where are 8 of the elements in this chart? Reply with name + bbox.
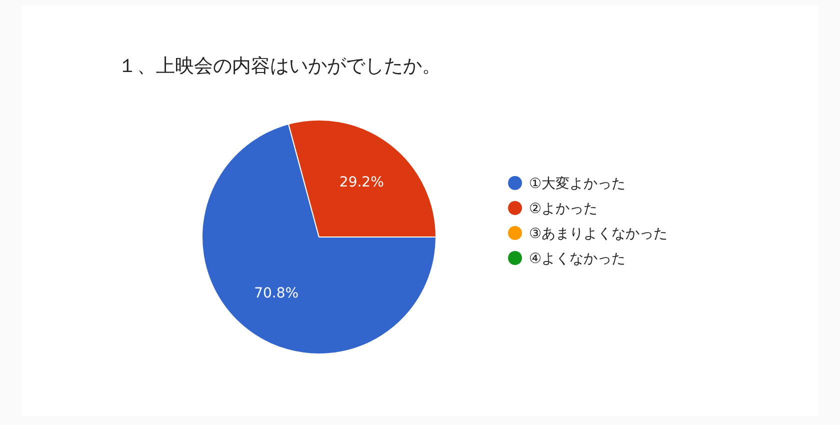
legend-label: ①大変よかった [529,176,626,192]
data-label: 70.8% [254,286,299,302]
chart-title: １、上映会の内容はいかがでしたか。 [118,55,441,77]
data-label: 29.2% [339,174,384,190]
legend-label: ②よかった [529,201,598,217]
legend-label: ④よくなかった [529,251,626,267]
legend-label: ③あまりよくなかった [529,226,668,242]
pie-slice [202,124,436,354]
